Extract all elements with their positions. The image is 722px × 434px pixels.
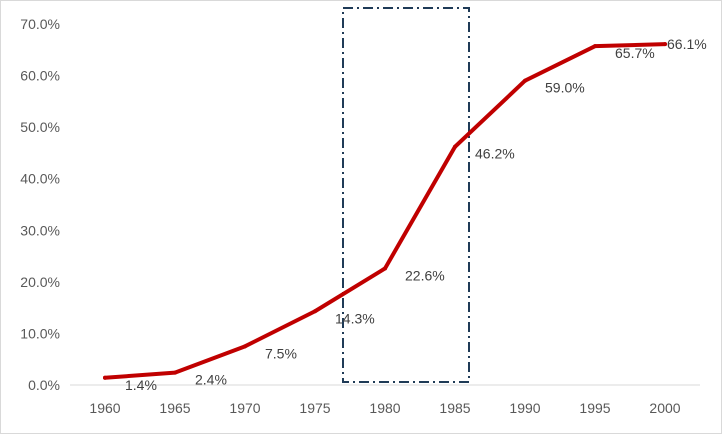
x-tick-label: 1970 (229, 400, 260, 416)
x-tick-label: 1975 (299, 400, 330, 416)
x-tick-label: 1980 (369, 400, 400, 416)
y-tick-label: 10.0% (20, 325, 60, 341)
data-label: 65.7% (615, 45, 655, 61)
y-axis: 0.0% 10.0% 20.0% 30.0% 40.0% 50.0% 60.0% 70.0% (20, 16, 60, 393)
data-label: 14.3% (335, 310, 375, 326)
x-tick-label: 1995 (579, 400, 610, 416)
data-point (383, 266, 387, 271)
x-tick-label: 1965 (159, 400, 190, 416)
data-point (663, 42, 667, 47)
y-tick-label: 50.0% (20, 119, 60, 135)
x-tick-label: 2000 (649, 400, 680, 416)
data-point (103, 375, 107, 380)
data-label: 7.5% (265, 345, 297, 361)
x-tick-label: 1990 (509, 400, 540, 416)
data-label: 22.6% (405, 267, 445, 283)
highlight-box (342, 7, 470, 383)
data-label: 66.1% (667, 36, 707, 52)
x-tick-label: 1985 (439, 400, 470, 416)
data-label: 2.4% (195, 372, 227, 388)
y-tick-label: 20.0% (20, 274, 60, 290)
x-tick-label: 1960 (89, 400, 120, 416)
y-tick-label: 70.0% (20, 16, 60, 32)
data-point (453, 144, 457, 149)
x-axis: 1960 1965 1970 1975 1980 1985 1990 1995 2000 (70, 384, 700, 416)
y-tick-label: 60.0% (20, 68, 60, 84)
data-label: 46.2% (475, 146, 515, 162)
series-group (103, 42, 667, 380)
data-point (313, 309, 317, 314)
data-labels: 1.4% 2.4% 7.5% 14.3% 22.6% 46.2% 59.0% 65.7% 66.… (125, 36, 707, 393)
data-point (243, 344, 247, 349)
y-tick-label: 40.0% (20, 171, 60, 187)
y-tick-label: 30.0% (20, 222, 60, 238)
data-point (523, 78, 527, 83)
data-point (173, 370, 177, 375)
y-tick-label: 0.0% (28, 377, 60, 393)
data-point (593, 44, 597, 49)
data-label: 1.4% (125, 377, 157, 393)
data-label: 59.0% (545, 80, 585, 96)
